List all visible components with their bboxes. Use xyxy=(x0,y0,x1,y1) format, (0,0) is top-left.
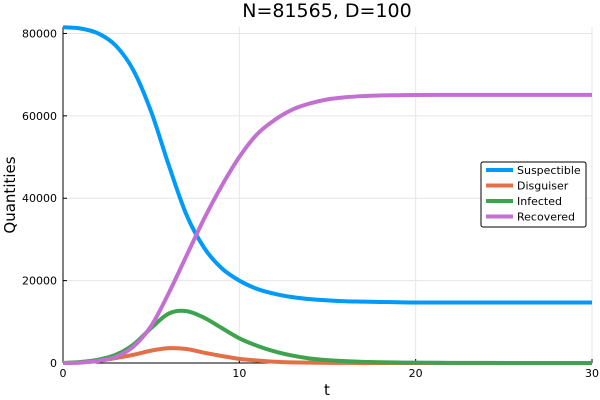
y-tick-label: 40000 xyxy=(22,192,57,205)
y-axis-label: Quantities xyxy=(1,156,19,233)
y-tick-label: 60000 xyxy=(22,110,57,123)
legend-label: Recovered xyxy=(517,211,575,224)
y-ticks: 0 20000 40000 60000 80000 xyxy=(22,27,67,370)
series-line-recovered xyxy=(62,92,592,365)
series-line-suspectible xyxy=(62,25,592,305)
y-tick-label: 20000 xyxy=(22,275,57,288)
chart-title: N=81565, D=100 xyxy=(242,0,411,22)
legend-box xyxy=(480,161,587,228)
x-axis-label: t xyxy=(324,381,330,399)
legend: Suspectible Disguiser Infected Recovered xyxy=(480,161,587,228)
y-tick-label: 0 xyxy=(50,357,57,370)
y-tick-label: 80000 xyxy=(22,27,57,40)
series-group xyxy=(62,25,593,366)
x-tick-label: 10 xyxy=(232,367,246,380)
legend-label: Infected xyxy=(517,195,562,208)
x-tick-label: 20 xyxy=(409,367,423,380)
x-tick-label: 30 xyxy=(585,367,599,380)
legend-label: Disguiser xyxy=(517,180,569,193)
x-tick-label: 0 xyxy=(60,367,67,380)
legend-label: Suspectible xyxy=(517,164,581,177)
